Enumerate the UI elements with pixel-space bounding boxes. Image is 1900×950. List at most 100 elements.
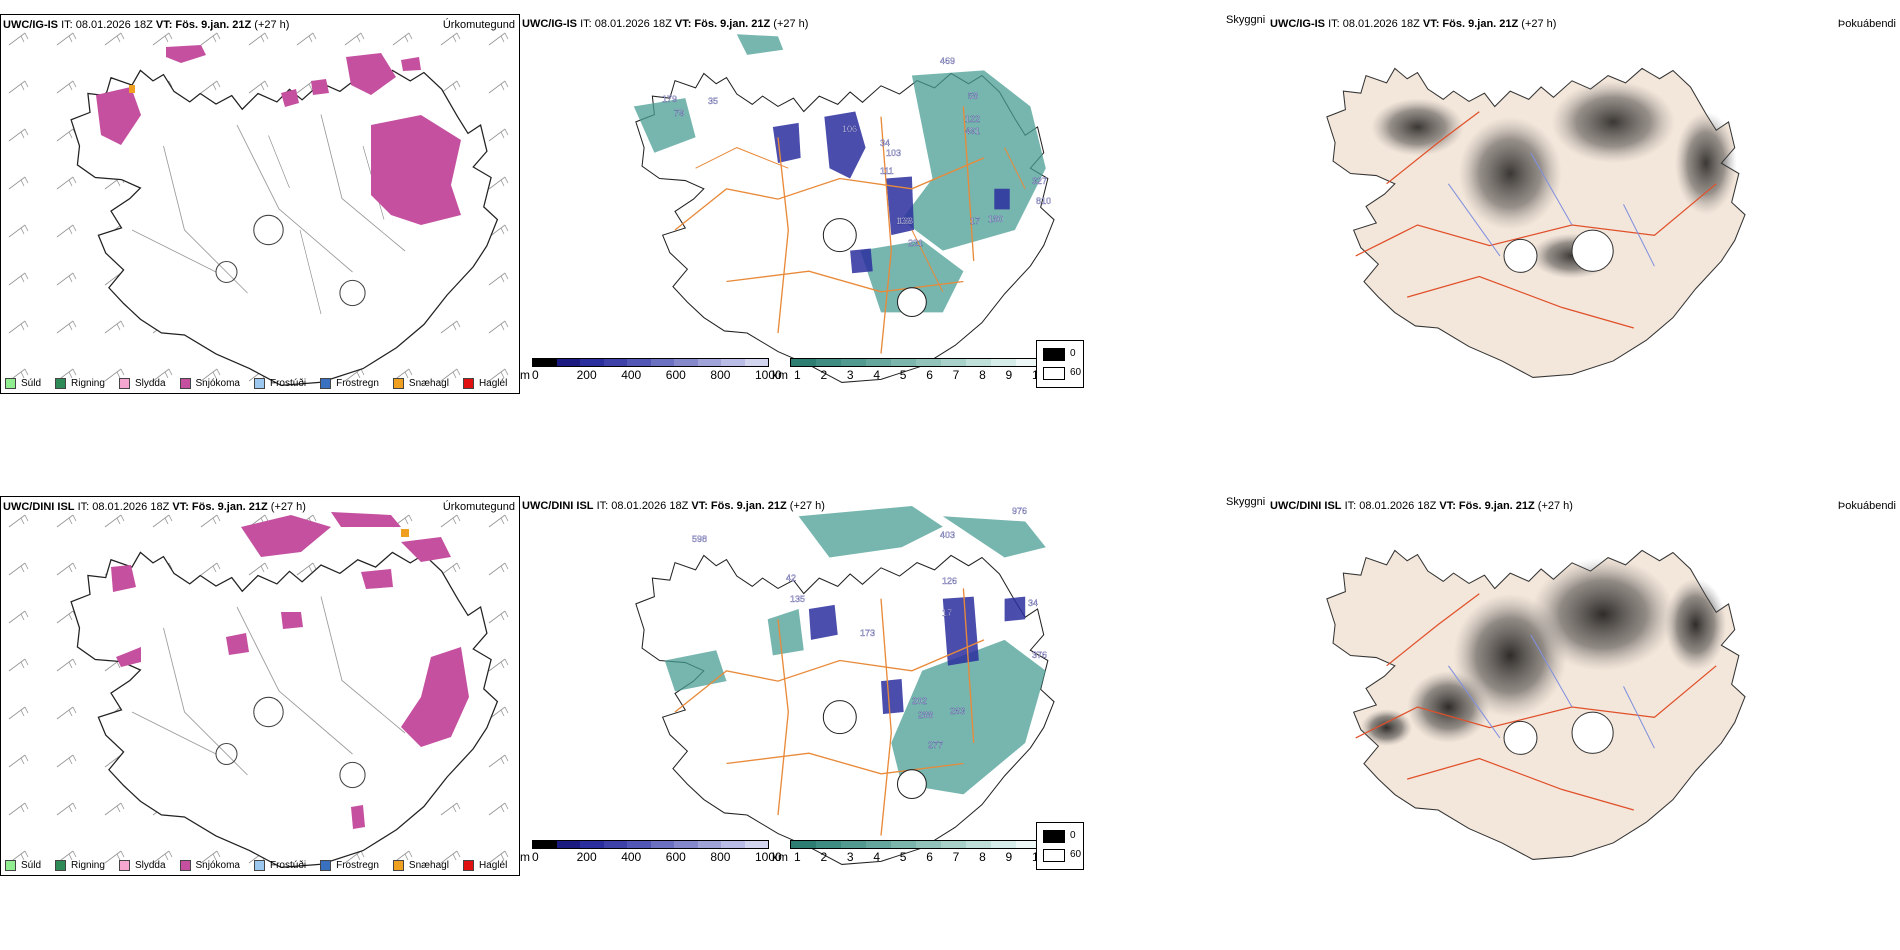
legend-swatch — [5, 860, 16, 871]
precip-type-label-row1: Úrkomutegund — [442, 19, 515, 31]
scale-tick-label: 6 — [926, 850, 933, 864]
scale-color-segment — [580, 359, 604, 366]
fog-panel-row2: UWC/DINI ISL IT: 08.01.2026 18Z VT: Fös.… — [1268, 496, 1900, 876]
legend-swatch — [179, 378, 191, 389]
legend-swatch — [253, 860, 265, 871]
cloud-base-value: 598 — [692, 534, 707, 544]
scale-m-bar — [532, 840, 769, 849]
scale-tick-label: 800 — [710, 368, 731, 382]
scale-color-segment — [674, 841, 698, 848]
header-row2-cloud: UWC/DINI ISL IT: 08.01.2026 18Z VT: Fös.… — [522, 500, 825, 512]
scale-color-segment — [603, 359, 627, 366]
legend-swatch — [392, 860, 404, 871]
cloud-base-value: 403 — [940, 530, 955, 540]
legend-swatch — [118, 860, 130, 871]
legend-swatch — [320, 378, 332, 389]
scale-tick-label: 7 — [952, 850, 960, 864]
cloud-base-value: 327 — [1032, 176, 1047, 186]
scale-tick-label: 1000 — [755, 368, 782, 382]
scale-tick-label: 7 — [952, 368, 960, 382]
legend-swatch — [253, 378, 265, 389]
scale-tick-label: 3 — [846, 850, 854, 864]
scale-tick-label: 9 — [1005, 368, 1013, 382]
cloud-base-value: 179 — [662, 94, 677, 104]
scale-tick-label: 4 — [873, 850, 881, 864]
cloud-base-value: 469 — [940, 56, 955, 66]
legend-item: Súld — [5, 860, 41, 871]
legend-item: Frostregn — [320, 860, 379, 871]
scale-tick-label: 8 — [979, 850, 986, 864]
scale-tick-label: 8 — [979, 368, 986, 382]
scale-tick-label: 3 — [846, 368, 854, 382]
cloud-panel-row2: UWC/DINI ISL IT: 08.01.2026 18Z VT: Fös.… — [520, 496, 1270, 876]
precip-legend-row2: Súld Rigning Slydda Snjókoma Frostúði Fr… — [5, 860, 507, 871]
legend-swatch — [392, 378, 404, 389]
scale-tick-label: 600 — [665, 368, 686, 382]
precip-map-row1 — [1, 15, 519, 393]
legend-swatch — [179, 860, 191, 871]
scale-tick-label: 1 — [794, 850, 801, 864]
scale-color-segment — [991, 841, 1016, 848]
scale-color-segment — [791, 359, 816, 366]
cloud-panel-row1: UWC/IG-IS IT: 08.01.2026 18Z VT: Fös. 9.… — [520, 14, 1270, 394]
legend-swatch — [118, 378, 130, 389]
scale-tick-label: 400 — [621, 368, 642, 382]
scale-tick-label: 200 — [576, 850, 597, 864]
fog-legend-black — [1043, 830, 1065, 843]
cloud-base-value: 173 — [860, 628, 875, 638]
scale-color-segment — [816, 359, 841, 366]
fog-scale-legend-row2: 0 60 — [1036, 822, 1084, 870]
cloud-values-row2: 976 403 598 42 135 126 17 173 376 202 288 263 277 34 — [692, 506, 1047, 750]
legend-item: Snjókoma — [179, 860, 240, 871]
scale-color-segment — [627, 841, 651, 848]
header-row1-fog: UWC/IG-IS IT: 08.01.2026 18Z VT: Fös. 9.… — [1270, 18, 1557, 30]
cloud-base-value: 111 — [880, 166, 894, 176]
scale-color-segment — [791, 841, 816, 848]
header-row1-cloud: UWC/IG-IS IT: 08.01.2026 18Z VT: Fös. 9.… — [522, 18, 809, 30]
cloud-base-value: 34 — [880, 138, 890, 148]
precip-type-label-row2: Úrkomutegund — [442, 501, 515, 513]
cloud-base-value: 180 — [988, 214, 1003, 224]
scale-color-segment — [841, 841, 866, 848]
fog-map-row1 — [1326, 67, 1746, 378]
cloud-base-value: 58 — [968, 91, 978, 101]
snow-areas-row2 — [111, 512, 469, 829]
cloud-base-value: 103 — [886, 148, 901, 158]
cloud-base-value: 376 — [1032, 650, 1047, 660]
cloud-base-value: 491 — [965, 126, 980, 136]
scale-color-segment — [556, 841, 580, 848]
legend-item: Rigning — [55, 860, 105, 871]
scale-color-segment — [627, 359, 651, 366]
scale-color-segment — [991, 359, 1016, 366]
snow-areas-row1 — [96, 45, 461, 225]
scale-color-segment — [697, 359, 721, 366]
header-row2-precip: UWC/DINI ISL IT: 08.01.2026 18Z VT: Fös.… — [3, 501, 306, 513]
fog-panel-row1: UWC/IG-IS IT: 08.01.2026 18Z VT: Fös. 9.… — [1268, 14, 1900, 394]
scale-color-segment — [721, 841, 745, 848]
scale-m-bar — [532, 358, 769, 367]
legend-swatch — [462, 378, 474, 389]
scale-color-segment — [603, 841, 627, 848]
cloud-base-value: 976 — [1012, 506, 1027, 516]
scale-tick-label: 5 — [899, 850, 907, 864]
legend-swatch — [55, 378, 67, 389]
legend-item: Snæhagl — [392, 860, 449, 871]
fog-legend-white — [1043, 367, 1065, 380]
scale-tick-label: 1000 — [755, 850, 782, 864]
cloud-base-value: 263 — [950, 706, 965, 716]
scale-color-segment — [916, 359, 941, 366]
cloud-base-value: 17 — [942, 608, 952, 618]
precip-panel-row2: UWC/DINI ISL IT: 08.01.2026 18Z VT: Fös.… — [0, 496, 520, 876]
legend-item: Slydda — [118, 378, 166, 389]
legend-item: Frostúði — [253, 378, 306, 389]
legend-item: Haglél — [462, 860, 507, 871]
cloud-base-value: 106 — [842, 124, 857, 134]
scale-color-segment — [650, 359, 674, 366]
scale-color-segment — [580, 841, 604, 848]
legend-item: Snæhagl — [392, 378, 449, 389]
cloud-base-value: 34 — [1028, 598, 1038, 608]
fog-label-row1: Þokuábendi — [1837, 18, 1896, 30]
header-row2-fog: UWC/DINI ISL IT: 08.01.2026 18Z VT: Fös.… — [1270, 500, 1573, 512]
fog-scale-legend-row1: 0 60 — [1036, 340, 1084, 388]
scale-color-segment — [916, 841, 941, 848]
